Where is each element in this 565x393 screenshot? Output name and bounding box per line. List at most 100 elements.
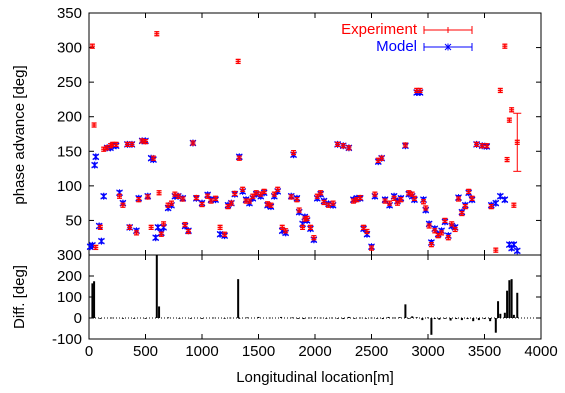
- diff-bar: [155, 255, 158, 318]
- diff-bar: [238, 318, 241, 319]
- diff-bar: [359, 317, 362, 319]
- model-point: [492, 199, 500, 207]
- experiment-point: [294, 197, 300, 203]
- experiment-point: [120, 202, 126, 208]
- upper-y-axis-label: phase advance [deg]: [11, 65, 28, 204]
- lower-x-tick-label: 1000: [185, 343, 218, 360]
- diff-bar: [508, 280, 511, 318]
- diff-bar: [443, 318, 446, 319]
- lower-y-tick-label: 300: [57, 247, 82, 264]
- diff-bar: [91, 283, 94, 318]
- experiment-point: [361, 224, 367, 230]
- experiment-point: [452, 226, 458, 233]
- experiment-point: [232, 190, 238, 197]
- lower-y-tick-label: 100: [57, 289, 82, 306]
- diff-bar: [455, 318, 458, 320]
- experiment-point: [296, 207, 302, 213]
- diff-bar: [411, 316, 414, 318]
- model-point: [496, 192, 504, 200]
- upper-plot-frame: [88, 12, 542, 256]
- experiment-series: [89, 31, 520, 253]
- diff-bar: [189, 318, 192, 319]
- experiment-point: [127, 224, 133, 230]
- experiment-point: [318, 190, 324, 196]
- experiment-point: [432, 228, 438, 234]
- upper-y-tick-label: 150: [57, 143, 82, 160]
- model-point: [154, 223, 162, 231]
- experiment-point: [143, 138, 148, 145]
- diff-bar: [430, 318, 433, 335]
- experiment-point: [379, 155, 385, 161]
- experiment-point: [511, 202, 517, 208]
- lower-x-tick-label: 500: [133, 343, 158, 360]
- diff-bar: [353, 318, 356, 319]
- lower-y-axis-label: Diff. [deg]: [11, 265, 28, 329]
- experiment-point: [228, 200, 234, 206]
- experiment-point: [307, 224, 313, 230]
- experiment-point: [161, 221, 167, 227]
- experiment-point: [509, 107, 515, 113]
- lower-y-tick-label: -100: [52, 331, 82, 348]
- experiment-point: [456, 196, 462, 202]
- experiment-point: [133, 230, 139, 236]
- diff-bar: [510, 279, 513, 318]
- experiment-point: [185, 228, 191, 235]
- experiment-point: [148, 224, 154, 230]
- experiment-point: [420, 199, 426, 205]
- experiment-point: [271, 191, 277, 197]
- lower-x-ticks: 0 500 1000 1500 2000 2500 3000 3500 4000: [85, 255, 558, 360]
- diff-bar: [246, 317, 249, 319]
- experiment-point: [346, 145, 352, 151]
- experiment-point: [97, 224, 103, 230]
- diff-bar: [93, 281, 96, 318]
- diff-bar: [494, 318, 497, 333]
- experiment-point: [275, 186, 281, 192]
- diff-bar: [257, 316, 260, 318]
- experiment-point: [154, 31, 160, 37]
- experiment-point: [199, 201, 205, 208]
- experiment-point: [423, 205, 429, 211]
- diff-bar: [393, 317, 396, 319]
- legend: Experiment Model: [341, 21, 473, 55]
- diff-bar: [512, 314, 515, 318]
- model-point: [98, 237, 105, 245]
- experiment-point: [136, 197, 142, 203]
- diff-bar: [302, 318, 305, 320]
- lower-x-tick-label: 1500: [242, 343, 275, 360]
- experiment-point: [156, 190, 162, 196]
- lower-y-tick-label: 200: [57, 268, 82, 285]
- experiment-point: [258, 191, 264, 197]
- model-point: [510, 241, 518, 249]
- experiment-point: [193, 194, 199, 201]
- diff-bar: [483, 318, 486, 320]
- experiment-point: [311, 235, 317, 241]
- diff-bar: [212, 317, 215, 319]
- diff-bar: [370, 317, 373, 319]
- experiment-point: [291, 150, 297, 156]
- upper-y-tick-label: 300: [57, 40, 82, 57]
- experiment-point: [504, 156, 510, 163]
- diff-bar: [503, 312, 506, 318]
- experiment-point: [479, 143, 485, 149]
- experiment-point: [369, 245, 374, 251]
- model-point: [513, 247, 521, 255]
- diff-bar: [347, 316, 350, 318]
- experiment-point: [502, 43, 508, 49]
- experiment-point: [474, 141, 480, 148]
- legend-marker-experiment: [423, 26, 473, 34]
- diff-bar: [433, 318, 436, 320]
- upper-y-tick-label: 250: [57, 74, 82, 91]
- lower-x-tick-label: 2500: [355, 343, 388, 360]
- diff-bar: [308, 317, 311, 319]
- model-point: [501, 196, 509, 204]
- diff-bar: [497, 301, 500, 318]
- experiment-point: [283, 228, 289, 234]
- experiment-point: [445, 235, 451, 241]
- upper-y-tick-label: 100: [57, 178, 82, 195]
- diff-bar: [387, 316, 390, 318]
- diff-bar: [223, 318, 226, 319]
- experiment-point: [321, 199, 327, 206]
- experiment-point: [150, 155, 156, 161]
- experiment-point: [129, 141, 135, 148]
- experiment-point: [124, 141, 130, 148]
